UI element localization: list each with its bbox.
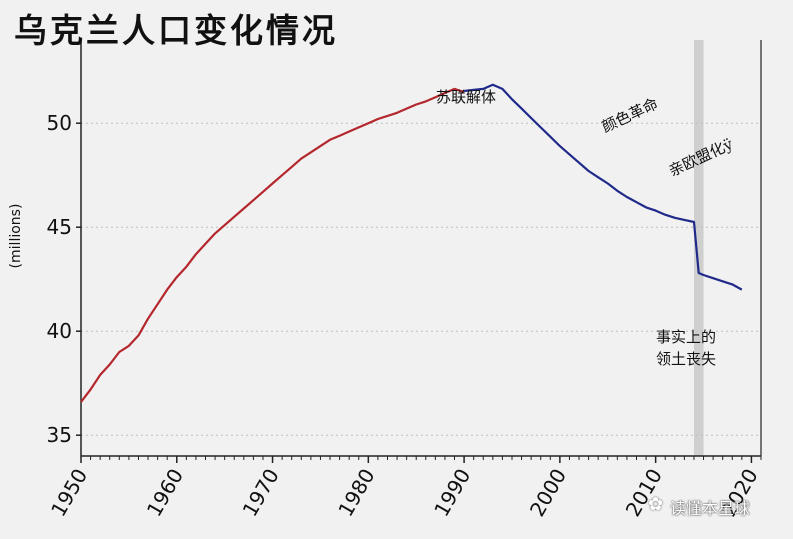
series-line-1 — [463, 83, 743, 291]
plot-area — [81, 40, 761, 456]
x-tick-label: 1950 — [46, 465, 92, 521]
y-axis-label: (millions) — [8, 203, 24, 269]
annotation-territory-loss-line2: 领土丧失 — [656, 350, 717, 368]
x-tick-label: 1970 — [238, 465, 284, 521]
chart-title: 乌克兰人口变化情况 — [14, 11, 338, 50]
watermark-text: 读懂本星球 — [646, 495, 750, 519]
annotation-territory-loss: 事实上的 领土丧失 — [656, 326, 716, 370]
wechat-icon: ✿ — [648, 494, 664, 515]
highlight-band — [693, 40, 704, 456]
annotation-soviet-collapse: 苏联解体 — [436, 88, 497, 106]
y-tick-label: 35 — [47, 423, 72, 447]
watermark-label: 读懂本星球 — [670, 499, 751, 518]
x-tick-label: 1980 — [333, 465, 379, 521]
x-tick-label: 1990 — [429, 465, 475, 521]
series-line-0 — [80, 87, 465, 403]
y-tick-label: 45 — [47, 215, 72, 239]
annotation-territory-loss-line1: 事实上的 — [656, 328, 717, 346]
x-tick-label: 1960 — [142, 465, 188, 521]
y-tick-label: 50 — [47, 111, 72, 135]
x-tick-label: 2000 — [525, 465, 571, 521]
y-tick-label: 40 — [47, 319, 72, 343]
